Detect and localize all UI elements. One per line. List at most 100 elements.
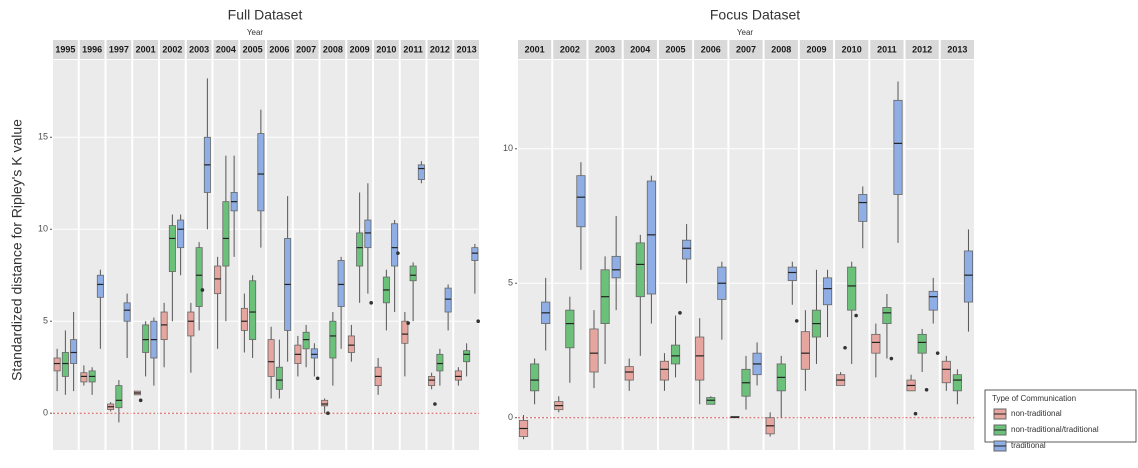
box (310, 348, 318, 359)
box (142, 324, 150, 353)
facet-strip (160, 40, 185, 59)
box (214, 265, 222, 295)
facet-strip (400, 40, 426, 59)
box (611, 255, 621, 279)
facet-label: 2013 (947, 44, 967, 54)
facet-label: 2001 (136, 44, 156, 54)
facet-strip (623, 40, 657, 59)
box (471, 247, 479, 261)
box (302, 331, 310, 350)
facet-strip (454, 40, 479, 59)
facet-label: 2012 (430, 44, 450, 54)
facet-panel (694, 60, 728, 450)
box (187, 311, 195, 337)
facet-strip (267, 40, 292, 59)
facet-strip (133, 40, 158, 59)
outlier (924, 387, 929, 392)
facet-strip (799, 40, 834, 59)
legend-label: non-traditional/traditional (1011, 425, 1099, 434)
facet-label: 2003 (189, 44, 209, 54)
box (682, 239, 692, 260)
box (337, 260, 345, 307)
box (267, 339, 275, 377)
facet-strip (347, 40, 372, 59)
facet-strip (870, 40, 904, 59)
box (787, 266, 797, 281)
facet-strip (518, 40, 552, 59)
facet-label: 2002 (560, 44, 580, 54)
box (329, 320, 337, 359)
outlier (678, 311, 682, 315)
facet-label: 2007 (736, 44, 756, 54)
facet-strip (764, 40, 798, 59)
y-tick-label: 10 (38, 224, 48, 234)
facet-panel (905, 60, 939, 450)
box (321, 399, 329, 407)
legend-box (984, 389, 1137, 443)
facet-strip (320, 40, 346, 59)
facet-label: 2011 (403, 44, 423, 54)
outlier (794, 319, 799, 323)
box (364, 219, 372, 249)
facet-panel (320, 60, 346, 450)
y-axis-label: Standardized distance for Ripley's K val… (9, 119, 25, 381)
box (706, 397, 716, 405)
y-tick-label: 0 (508, 412, 513, 422)
box (356, 232, 364, 267)
facet-panel (553, 60, 587, 450)
box (123, 302, 131, 322)
facet-label: 2006 (701, 44, 721, 54)
facet-strip (427, 40, 453, 59)
box (659, 360, 670, 381)
outlier (406, 321, 410, 325)
x-axis-label: Year (737, 28, 754, 37)
facet-panel (835, 60, 869, 450)
box (428, 376, 436, 387)
facet-label: 2009 (350, 44, 370, 54)
facet-label: 2010 (376, 44, 396, 54)
box (893, 99, 903, 195)
facet-label: 2001 (525, 44, 545, 54)
box (635, 242, 645, 298)
outlier (476, 319, 480, 324)
box (249, 280, 257, 341)
box (391, 223, 399, 267)
facet-panel (293, 60, 319, 450)
box (222, 201, 230, 267)
box (454, 370, 462, 381)
facet-label: 2006 (269, 44, 289, 54)
y-tick-label: 15 (38, 132, 48, 142)
outlier (889, 356, 894, 361)
facet-label: 2012 (912, 44, 932, 54)
facet-panel (400, 60, 426, 450)
facet-label: 2008 (771, 44, 791, 54)
facet-label: 2009 (806, 44, 826, 54)
box (160, 311, 168, 341)
facet-strip (374, 40, 399, 59)
legend-label: traditional (1011, 441, 1046, 450)
facet-label: 2013 (457, 44, 477, 54)
box (240, 307, 248, 331)
y-tick-label: 0 (43, 408, 48, 418)
box (53, 357, 61, 372)
box (96, 274, 104, 298)
box (444, 287, 452, 313)
box (347, 335, 355, 353)
facet-label: 2010 (842, 44, 862, 54)
box (61, 352, 69, 377)
y-tick-label: 5 (508, 278, 513, 288)
box (847, 266, 857, 311)
outlier (854, 313, 858, 318)
box (576, 175, 586, 228)
facet-strip (588, 40, 622, 59)
facet-strip (293, 40, 319, 59)
box (871, 333, 881, 354)
box (822, 277, 833, 306)
facet-strip (905, 40, 939, 59)
facet-strip (79, 40, 105, 59)
facet-strip (53, 40, 78, 59)
box (530, 363, 540, 392)
box (670, 344, 681, 365)
box (177, 219, 185, 249)
box (195, 247, 203, 307)
